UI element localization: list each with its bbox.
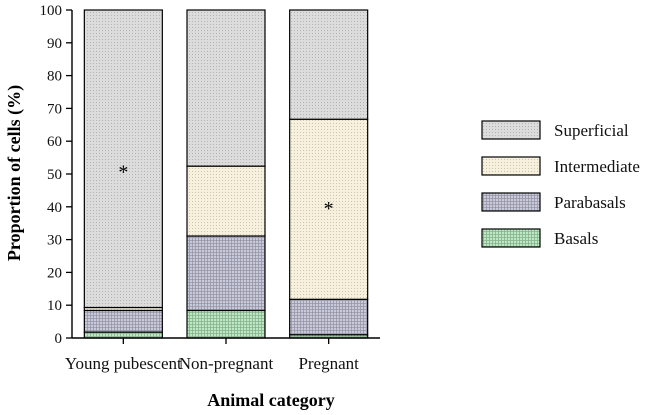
- annotation-young-pubescent: *: [118, 162, 128, 184]
- bar-segment-non-pregnant-parabasals: [186, 235, 266, 312]
- bar-segment-young-pubescent-basals: [83, 331, 163, 339]
- y-tick-label-30: 30: [47, 233, 62, 249]
- x-tick-label-pregnant: Pregnant: [298, 354, 359, 373]
- x-tick-label-non-pregnant: Non-pregnant: [179, 354, 274, 373]
- y-tick-label-10: 10: [47, 298, 62, 314]
- y-ticks: 0 10 20 30 40 50 60 70 80 90 100: [40, 3, 72, 347]
- legend-label-intermediate: Intermediate: [554, 157, 640, 176]
- x-tick-label-young-pubescent: Young pubescent: [65, 354, 182, 373]
- bar-pregnant-superficial: [289, 9, 369, 120]
- y-tick-label-20: 20: [47, 265, 62, 281]
- y-tick-label-70: 70: [47, 101, 62, 117]
- legend-swatch-intermediate: [481, 156, 541, 176]
- bar-young-pubescent-parabasals: [83, 309, 163, 333]
- bar-segment-young-pubescent-superficial: [83, 9, 163, 309]
- bar-segment-pregnant-parabasals: [289, 298, 369, 336]
- legend-swatch-basals: [481, 228, 541, 248]
- bar-non-pregnant-basals: [186, 309, 266, 339]
- y-tick-label-100: 100: [40, 3, 63, 19]
- y-tick-label-90: 90: [47, 36, 62, 52]
- bar-pregnant-parabasals: [289, 298, 369, 336]
- legend-item-parabasals: Parabasals: [481, 192, 626, 212]
- y-tick-label-0: 0: [55, 331, 63, 347]
- y-tick-label-50: 50: [47, 167, 62, 183]
- bar-segment-non-pregnant-basals: [186, 309, 266, 339]
- bar-segment-non-pregnant-superficial: [186, 9, 266, 167]
- legend-swatch-superficial: [481, 120, 541, 140]
- legend-swatch-parabasals: [481, 192, 541, 212]
- y-axis-title: Proportion of cells (%): [4, 85, 25, 261]
- legend-item-intermediate: Intermediate: [481, 156, 640, 176]
- y-tick-label-80: 80: [47, 69, 62, 85]
- bar-non-pregnant-parabasals: [186, 235, 266, 312]
- legend-label-superficial: Superficial: [554, 121, 629, 140]
- bar-segment-pregnant-superficial: [289, 9, 369, 120]
- legend: Superficial Intermediate Parabasals Basals: [481, 120, 640, 248]
- legend-item-superficial: Superficial: [481, 120, 629, 140]
- legend-label-parabasals: Parabasals: [554, 193, 626, 212]
- legend-item-basals: Basals: [481, 228, 598, 248]
- bar-young-pubescent-basals: [83, 331, 163, 339]
- bar-segment-non-pregnant-intermediate: [186, 165, 266, 237]
- bar-young-pubescent-superficial: [83, 9, 163, 309]
- y-tick-label-40: 40: [47, 200, 62, 216]
- bar-segment-pregnant-intermediate: [289, 118, 369, 300]
- plot-area: [83, 9, 369, 339]
- y-tick-label-60: 60: [47, 134, 62, 150]
- bar-segment-young-pubescent-parabasals: [83, 309, 163, 333]
- legend-label-basals: Basals: [554, 229, 598, 248]
- annotations: **: [118, 162, 333, 220]
- x-axis-title: Animal category: [207, 390, 334, 410]
- annotation-pregnant: *: [324, 198, 334, 220]
- bar-pregnant-intermediate: [289, 118, 369, 300]
- bar-non-pregnant-superficial: [186, 9, 266, 167]
- bar-non-pregnant-intermediate: [186, 165, 266, 237]
